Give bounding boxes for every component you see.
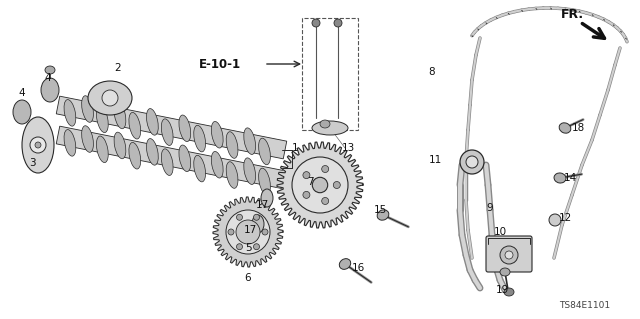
Text: 8: 8 (429, 67, 435, 77)
Text: 15: 15 (373, 205, 387, 215)
Ellipse shape (252, 215, 264, 233)
Ellipse shape (82, 126, 93, 152)
Circle shape (30, 137, 46, 153)
Text: 2: 2 (115, 63, 122, 73)
Text: 9: 9 (486, 203, 493, 213)
Text: 7: 7 (307, 177, 314, 187)
Ellipse shape (179, 115, 191, 142)
Circle shape (549, 214, 561, 226)
Text: 14: 14 (563, 173, 577, 183)
Ellipse shape (194, 155, 205, 182)
Circle shape (236, 220, 260, 244)
Circle shape (505, 251, 513, 259)
Text: 16: 16 (351, 263, 365, 273)
Circle shape (228, 229, 234, 235)
Ellipse shape (211, 122, 223, 148)
Circle shape (322, 166, 329, 173)
Text: 1: 1 (292, 143, 298, 153)
Text: 17: 17 (255, 200, 269, 210)
Circle shape (253, 244, 259, 250)
Ellipse shape (13, 100, 31, 124)
Ellipse shape (129, 112, 141, 139)
Text: TS84E1101: TS84E1101 (559, 300, 610, 309)
Ellipse shape (259, 168, 270, 195)
Text: 10: 10 (493, 227, 507, 237)
Polygon shape (56, 96, 287, 159)
Bar (302, 18, 358, 130)
Circle shape (500, 246, 518, 264)
Ellipse shape (22, 117, 54, 173)
Ellipse shape (64, 100, 76, 126)
Ellipse shape (41, 78, 59, 102)
Text: 19: 19 (495, 285, 509, 295)
Ellipse shape (161, 119, 173, 145)
Ellipse shape (114, 102, 126, 129)
Ellipse shape (504, 288, 514, 296)
Ellipse shape (82, 96, 93, 122)
Text: 5: 5 (244, 243, 252, 253)
Circle shape (460, 150, 484, 174)
Ellipse shape (226, 162, 238, 188)
Polygon shape (277, 142, 363, 228)
Text: 17: 17 (243, 225, 257, 235)
Ellipse shape (261, 189, 273, 207)
Circle shape (322, 197, 329, 204)
Circle shape (466, 156, 478, 168)
Circle shape (226, 210, 270, 254)
Ellipse shape (211, 152, 223, 178)
Ellipse shape (161, 149, 173, 175)
Ellipse shape (312, 19, 320, 27)
Text: 12: 12 (558, 213, 572, 223)
Ellipse shape (147, 108, 158, 135)
Text: 18: 18 (572, 123, 584, 133)
Ellipse shape (179, 145, 191, 172)
Circle shape (238, 222, 258, 242)
Ellipse shape (45, 66, 55, 74)
Circle shape (253, 214, 259, 220)
Text: 11: 11 (428, 155, 442, 165)
Ellipse shape (97, 136, 108, 163)
Ellipse shape (312, 121, 348, 135)
Text: 13: 13 (341, 143, 355, 153)
Circle shape (303, 172, 310, 179)
Polygon shape (56, 126, 287, 189)
Ellipse shape (129, 143, 141, 169)
Ellipse shape (500, 268, 510, 276)
Circle shape (262, 229, 268, 235)
Ellipse shape (226, 132, 238, 158)
Ellipse shape (97, 106, 108, 133)
Ellipse shape (334, 19, 342, 27)
FancyBboxPatch shape (486, 236, 532, 272)
Circle shape (312, 177, 328, 193)
Ellipse shape (377, 210, 389, 220)
Circle shape (237, 244, 243, 250)
Text: 6: 6 (244, 273, 252, 283)
Text: 4: 4 (19, 88, 26, 98)
Circle shape (333, 182, 340, 189)
Text: 4: 4 (45, 73, 51, 83)
Polygon shape (213, 197, 283, 267)
Text: FR.: FR. (561, 8, 584, 20)
Ellipse shape (147, 138, 158, 165)
Ellipse shape (114, 132, 126, 159)
Ellipse shape (559, 123, 571, 133)
Ellipse shape (320, 120, 330, 128)
Text: 3: 3 (29, 158, 35, 168)
Ellipse shape (339, 259, 351, 269)
Ellipse shape (554, 173, 566, 183)
Circle shape (102, 90, 118, 106)
Ellipse shape (244, 128, 255, 154)
Ellipse shape (194, 125, 205, 152)
Circle shape (306, 171, 334, 199)
Circle shape (237, 214, 243, 220)
Ellipse shape (88, 81, 132, 115)
Circle shape (303, 191, 310, 198)
Circle shape (35, 142, 41, 148)
Ellipse shape (259, 138, 270, 165)
Circle shape (292, 157, 348, 213)
Ellipse shape (244, 158, 255, 184)
Ellipse shape (64, 130, 76, 156)
Text: E-10-1: E-10-1 (199, 57, 241, 70)
